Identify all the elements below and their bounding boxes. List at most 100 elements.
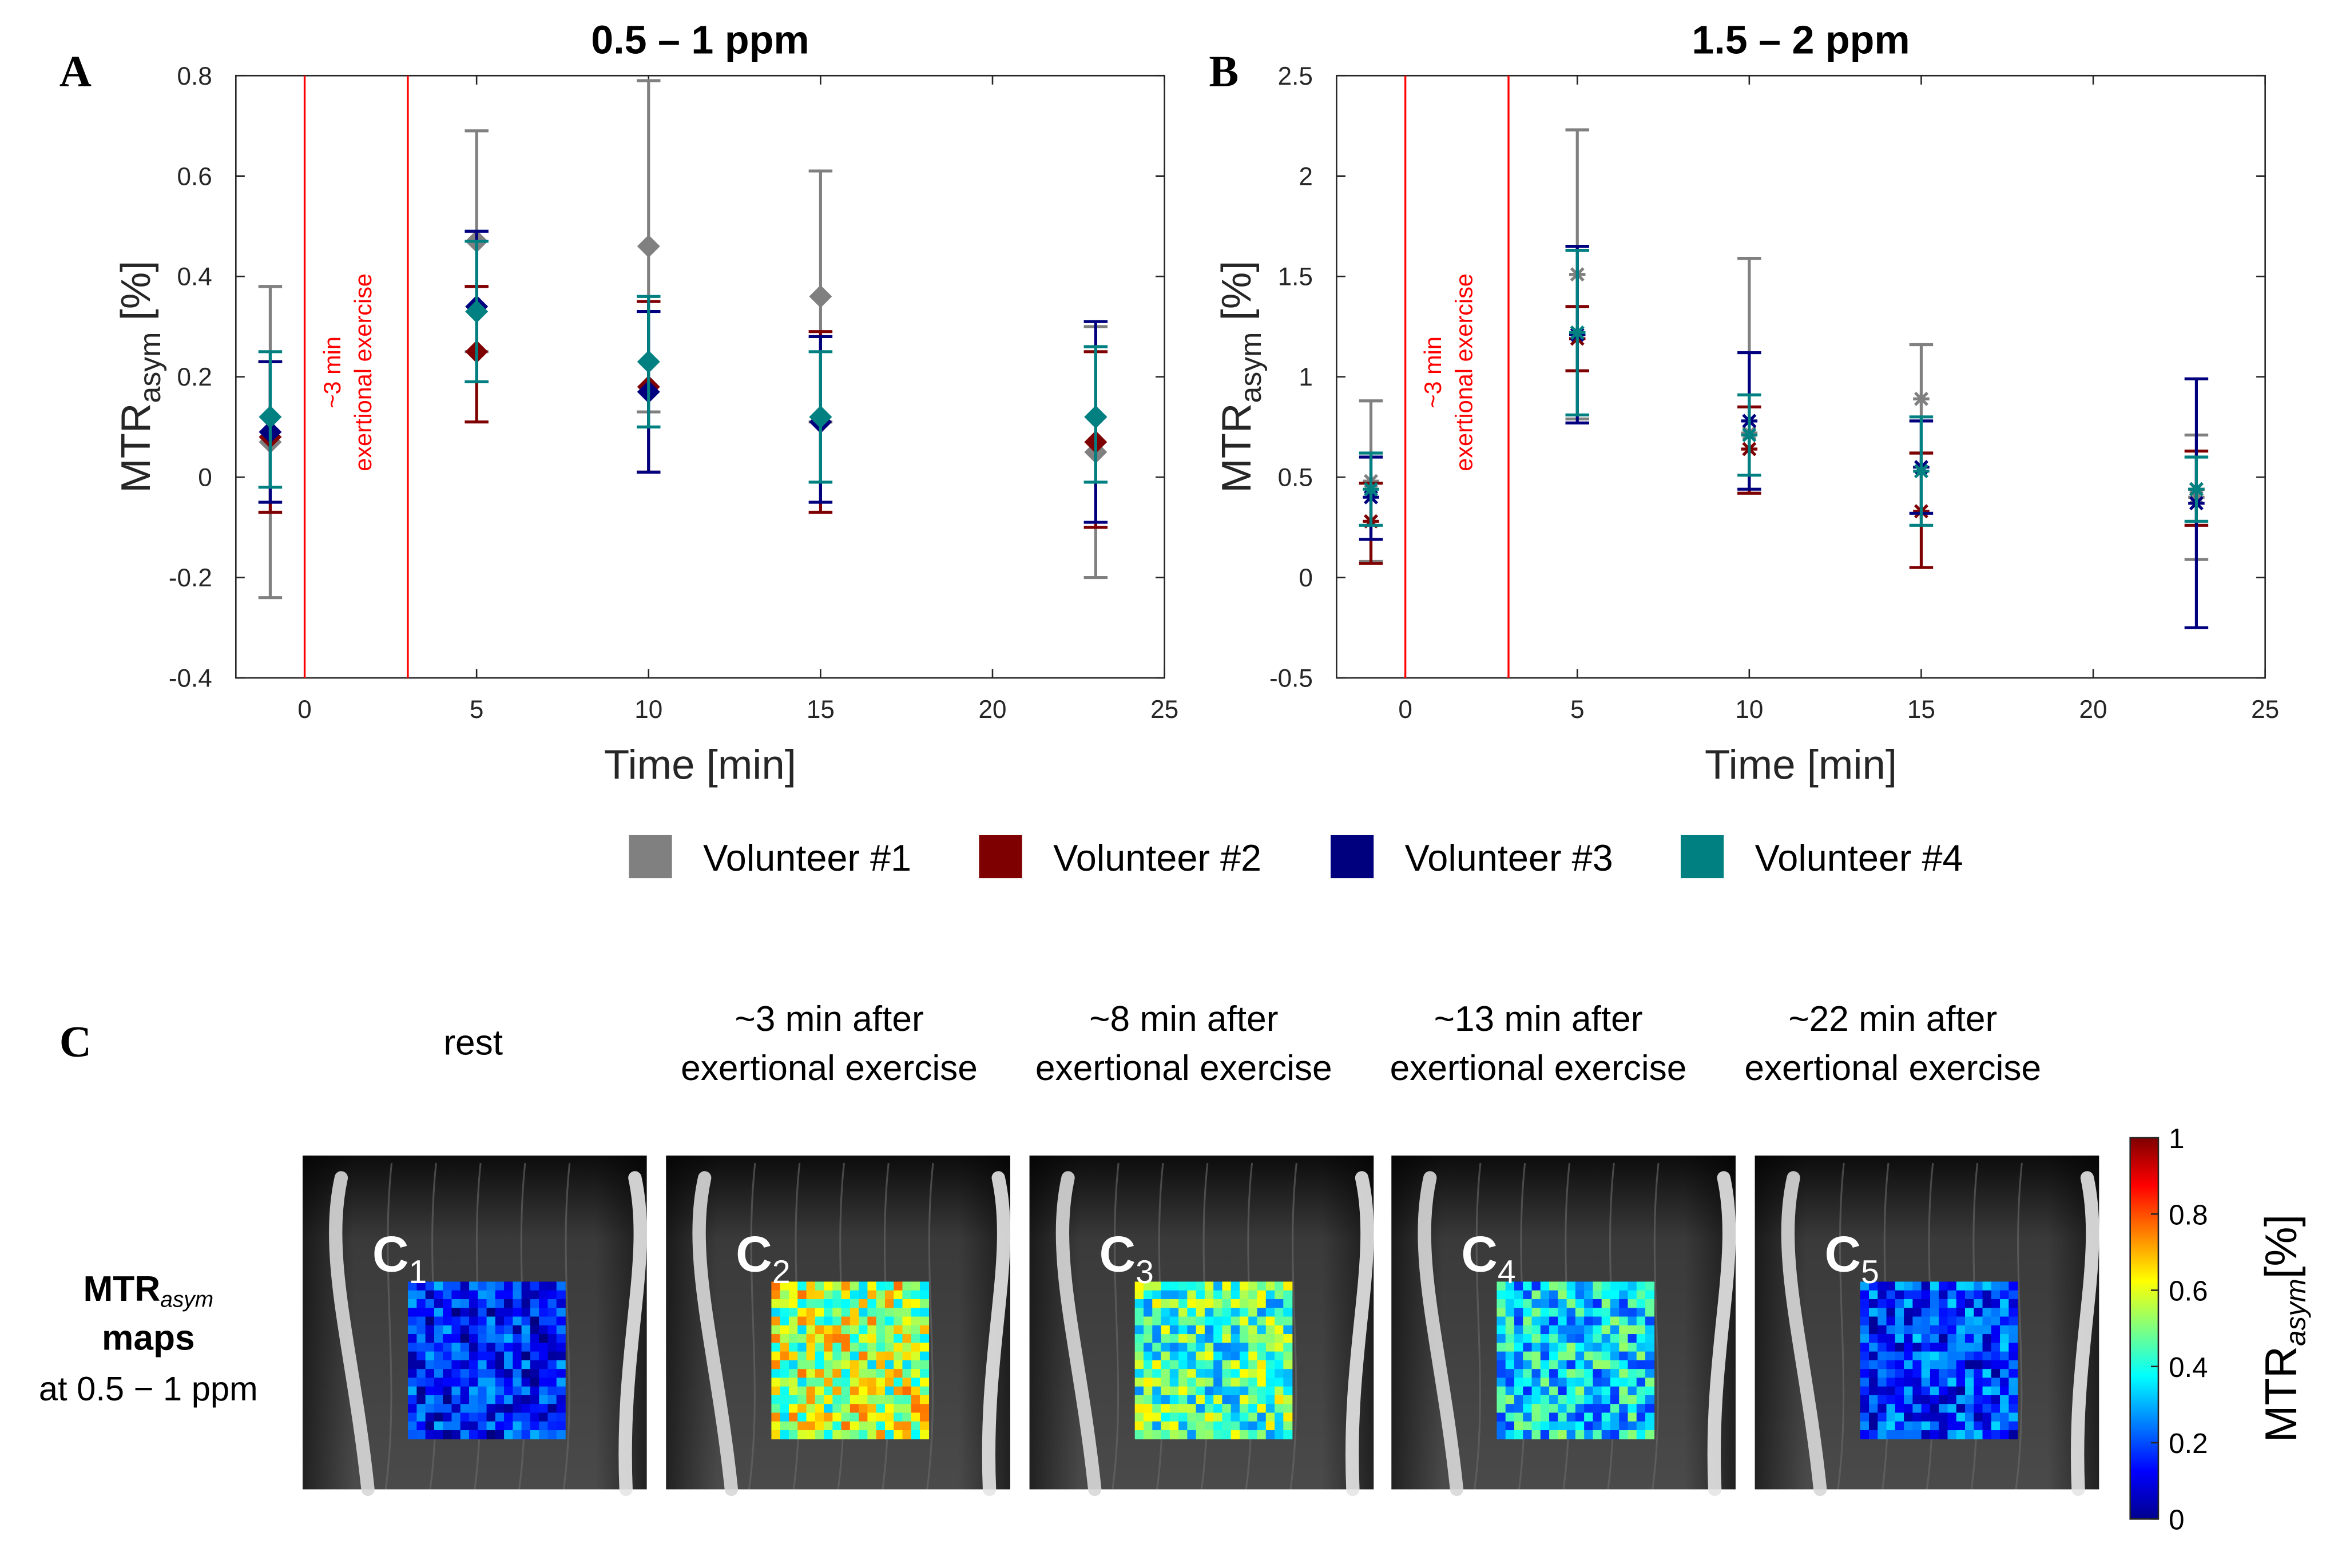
heatmap-cell xyxy=(1921,1308,1931,1317)
heatmap-cell xyxy=(460,1369,470,1379)
heatmap-cell xyxy=(478,1316,487,1326)
heatmap-cell xyxy=(1178,1395,1188,1405)
heatmap-cell xyxy=(530,1299,539,1309)
heatmap-cell xyxy=(1213,1404,1223,1414)
heatmap-cell xyxy=(1213,1290,1223,1300)
heatmap-cell xyxy=(1514,1343,1524,1352)
map-title-line1: ~3 min after xyxy=(735,999,923,1039)
heatmap-cell xyxy=(1930,1281,1939,1291)
heatmap-cell xyxy=(1558,1395,1567,1405)
heatmap-cell xyxy=(797,1404,807,1414)
heatmap-cell xyxy=(1947,1404,1957,1414)
heatmap-cell xyxy=(1921,1316,1931,1326)
heatmap-cell xyxy=(1956,1430,1966,1440)
heatmap-cell xyxy=(1869,1360,1879,1369)
heatmap-cell xyxy=(530,1395,539,1405)
heatmap-cell xyxy=(1540,1360,1550,1369)
heatmap-cell xyxy=(867,1281,877,1291)
heatmap-cell xyxy=(911,1404,920,1414)
heatmap-cell xyxy=(884,1334,894,1344)
row-label-sub: asym xyxy=(160,1288,213,1312)
panel-label-a: A xyxy=(59,46,92,96)
heatmap-cell xyxy=(1912,1386,1922,1396)
heatmap-cell xyxy=(1161,1395,1170,1405)
heatmap-cell xyxy=(1540,1369,1550,1379)
mri-edge-left xyxy=(1781,1171,1827,1496)
heatmap-cell xyxy=(1964,1343,1975,1352)
heatmap-cell xyxy=(547,1334,557,1344)
heatmap-cell xyxy=(1222,1290,1232,1300)
heatmap-cell xyxy=(1239,1378,1249,1387)
heatmap-cell xyxy=(850,1351,859,1361)
heatmap-cell xyxy=(1593,1386,1602,1396)
heatmap-cell xyxy=(1593,1325,1602,1335)
heatmap-cell xyxy=(2000,1334,2010,1344)
heatmap-cell xyxy=(1956,1360,1966,1369)
heatmap-cell xyxy=(1584,1430,1594,1440)
heatmap-cell xyxy=(894,1343,903,1352)
heatmap-cell xyxy=(1178,1343,1188,1352)
heatmap-cell xyxy=(1566,1395,1576,1405)
heatmap-cell xyxy=(1947,1360,1957,1369)
heatmap-cell xyxy=(1248,1334,1258,1344)
heatmap-cell xyxy=(2000,1343,2010,1352)
heatmap-cell xyxy=(1947,1299,1957,1309)
heatmap-cell xyxy=(797,1334,807,1344)
heatmap-cell xyxy=(859,1325,868,1335)
heatmap-cell xyxy=(2000,1369,2010,1379)
heatmap-cell xyxy=(1169,1281,1179,1291)
heatmap-cell xyxy=(815,1334,824,1344)
heatmap-cell xyxy=(408,1351,418,1361)
heatmap-cell xyxy=(539,1421,549,1431)
heatmap-cell xyxy=(1134,1360,1144,1369)
heatmap-cell xyxy=(1601,1404,1611,1414)
heatmap-cell xyxy=(884,1316,894,1326)
heatmap-cell xyxy=(771,1430,781,1440)
heatmap-cell xyxy=(1930,1378,1939,1387)
heatmap-cell xyxy=(547,1369,557,1379)
heatmap-cell xyxy=(920,1325,930,1335)
mtr-heatmap xyxy=(1497,1281,1655,1440)
heatmap-cell xyxy=(1939,1308,1948,1317)
heatmap-cell xyxy=(1231,1343,1240,1352)
heatmap-cell xyxy=(1566,1360,1576,1369)
heatmap-cell xyxy=(1257,1281,1267,1291)
heatmap-cell xyxy=(832,1395,842,1405)
heatmap-cell xyxy=(797,1395,807,1405)
legend-label: Volunteer #3 xyxy=(1405,837,1613,879)
heatmap-cell xyxy=(1497,1369,1506,1379)
heatmap-cell xyxy=(547,1281,557,1291)
heatmap-cell xyxy=(513,1386,522,1396)
heatmap-cell xyxy=(469,1325,479,1335)
heatmap-cell xyxy=(771,1360,781,1369)
heatmap-cell xyxy=(1964,1421,1975,1431)
data-point-diamond xyxy=(637,350,660,374)
heatmap-cell xyxy=(1248,1360,1258,1369)
heatmap-cell xyxy=(876,1334,886,1344)
heatmap-cell xyxy=(1540,1395,1550,1405)
heatmap-cell xyxy=(1549,1430,1559,1440)
heatmap-cell xyxy=(841,1343,851,1352)
heatmap-cell xyxy=(841,1395,851,1405)
heatmap-cell xyxy=(920,1360,930,1369)
heatmap-cell xyxy=(1601,1421,1611,1431)
heatmap-cell xyxy=(1178,1290,1188,1300)
heatmap-cell xyxy=(876,1299,886,1309)
heatmap-cell xyxy=(1584,1404,1594,1414)
heatmap-cell xyxy=(460,1334,470,1344)
heatmap-cell xyxy=(1497,1308,1506,1317)
heatmap-cell xyxy=(539,1316,549,1326)
heatmap-cell xyxy=(1947,1395,1957,1405)
heatmap-cell xyxy=(850,1378,859,1387)
heatmap-cell xyxy=(850,1360,859,1369)
heatmap-cell xyxy=(1921,1404,1931,1414)
heatmap-cell xyxy=(1248,1395,1258,1405)
heatmap-cell xyxy=(1531,1308,1541,1317)
heatmap-cell xyxy=(876,1343,886,1352)
heatmap-cell xyxy=(876,1316,886,1326)
heatmap-cell xyxy=(1283,1343,1293,1352)
heatmap-cell xyxy=(1584,1308,1594,1317)
heatmap-cell xyxy=(1257,1308,1267,1317)
heatmap-cell xyxy=(815,1378,824,1387)
heatmap-cell xyxy=(797,1412,807,1422)
